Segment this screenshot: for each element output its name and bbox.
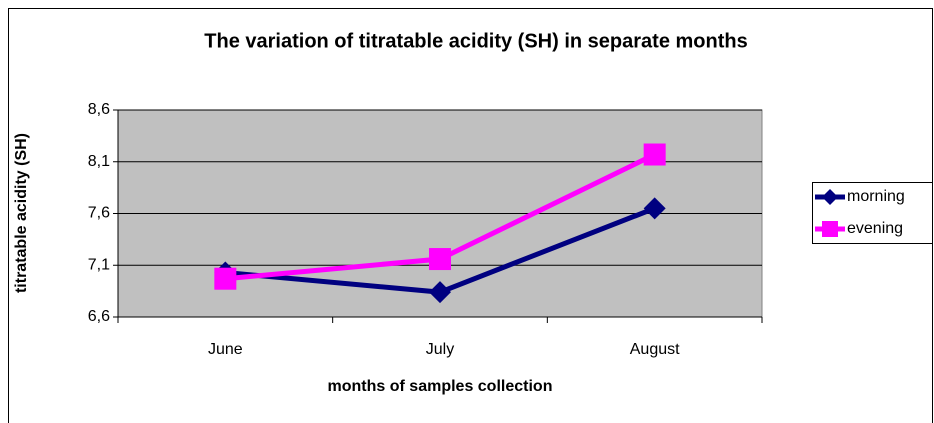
- y-tick-label: 6,6: [88, 308, 110, 325]
- y-tick-label: 8,1: [88, 153, 110, 170]
- legend-marker: [822, 221, 838, 237]
- data-point: [429, 248, 451, 271]
- data-point: [429, 281, 451, 304]
- data-point: [643, 143, 666, 166]
- x-axis-label: months of samples collection: [328, 378, 553, 395]
- x-tick-label: June: [208, 341, 243, 358]
- x-tick-label: July: [426, 341, 454, 358]
- y-tick-label: 7,1: [88, 256, 110, 273]
- legend-marker: [822, 189, 838, 205]
- legend-label: morning: [847, 188, 905, 205]
- x-tick-label: August: [630, 341, 680, 358]
- chart-title: The variation of titratable acidity (SH)…: [204, 30, 747, 52]
- y-tick-label: 8,6: [88, 101, 110, 118]
- y-axis-label: titratable acidity (SH): [13, 133, 30, 293]
- y-tick-label: 7,6: [88, 205, 110, 222]
- legend-label: evening: [847, 220, 903, 237]
- data-point: [643, 197, 666, 220]
- data-point: [214, 267, 237, 290]
